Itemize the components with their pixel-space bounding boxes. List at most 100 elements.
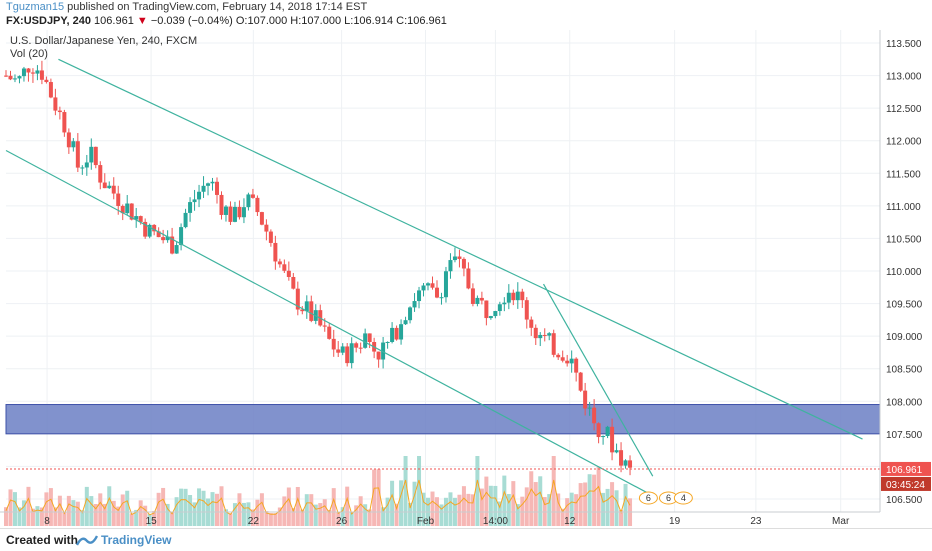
countdown-badge	[881, 476, 931, 491]
price-chart[interactable]: 113.500 113.000 112.500 112.000 111.500 111.0…	[0, 30, 932, 528]
candle-body	[138, 216, 143, 222]
x-tick-label: 19	[669, 516, 681, 527]
trendline[interactable]	[58, 58, 863, 440]
trendline[interactable]	[5, 149, 654, 497]
volume-bar	[12, 492, 17, 526]
volume-bar	[143, 505, 148, 526]
volume-bar	[587, 474, 592, 526]
candle-body	[412, 301, 417, 308]
candle-body	[452, 256, 457, 261]
candle-body	[197, 191, 202, 200]
volume-bar	[372, 469, 377, 526]
candle-body	[116, 193, 121, 206]
volume-bar	[376, 469, 381, 526]
candle-body	[179, 227, 184, 246]
candle-body	[223, 206, 228, 215]
event-marker-icon[interactable]	[673, 491, 693, 505]
candle-body	[62, 112, 67, 133]
candle-body	[291, 276, 296, 289]
candle-body	[569, 358, 574, 364]
volume-bar	[286, 487, 291, 526]
volume-bar	[551, 456, 556, 526]
volume-bar	[228, 513, 233, 526]
volume-bar	[515, 504, 520, 526]
candle-body	[345, 346, 350, 364]
candle-body	[421, 285, 426, 291]
candle-body	[102, 182, 107, 189]
volume-bar	[596, 466, 601, 526]
candle-body	[587, 407, 592, 409]
trendline[interactable]	[542, 283, 654, 477]
candle-body	[300, 309, 305, 312]
volume-bar	[89, 496, 94, 526]
volume-bar	[179, 488, 184, 526]
volume-bar	[538, 476, 543, 526]
volume-bar	[80, 510, 85, 526]
volume-bar	[57, 495, 62, 526]
candle-body	[264, 224, 269, 232]
candle-body	[542, 334, 547, 336]
candle-body	[479, 297, 484, 301]
candle-body	[551, 333, 556, 355]
volume-bar	[547, 494, 552, 526]
candle-body	[4, 75, 8, 77]
close-value: 106.961	[407, 15, 447, 27]
candle-body	[48, 82, 53, 98]
candle-body	[417, 290, 422, 302]
candle-body	[219, 194, 224, 215]
event-marker-icon[interactable]	[638, 491, 658, 505]
candle-body	[376, 351, 381, 360]
candle-body	[75, 141, 80, 168]
volume-bar	[430, 491, 435, 526]
volume-bar	[66, 495, 71, 526]
volume-bar	[601, 492, 606, 526]
volume-bar	[232, 503, 237, 526]
volume-bar	[408, 502, 413, 526]
y-tick-label: 107.500	[886, 430, 923, 441]
y-tick-label: 111.500	[886, 169, 921, 180]
volume-bar	[349, 512, 354, 526]
volume-bar	[403, 456, 408, 526]
candle-body	[237, 206, 242, 218]
candle-body	[111, 185, 116, 194]
volume-bar	[497, 501, 502, 526]
y-tick-label: 110.000	[886, 267, 922, 278]
last-price-label: 106.961	[886, 465, 923, 476]
candle-body	[259, 212, 264, 225]
candle-body	[390, 327, 395, 342]
y-tick-label: 109.000	[886, 332, 923, 343]
volume-bar	[255, 499, 260, 526]
candle-body	[53, 97, 58, 111]
volume-bar	[533, 482, 538, 526]
candle-body	[565, 360, 570, 364]
volume-bar	[529, 471, 534, 526]
tradingview-brand[interactable]: TradingView	[101, 533, 172, 547]
volume-bar	[264, 511, 269, 526]
candle-body	[35, 70, 40, 74]
high-label: H:	[290, 15, 302, 27]
candle-body	[30, 72, 35, 74]
candle-body	[210, 181, 215, 184]
author-link[interactable]: Tguzman15	[6, 1, 65, 13]
y-tick-label: 111.000	[886, 202, 921, 213]
candle-body	[583, 390, 588, 409]
volume-bar	[331, 488, 336, 526]
volume-bar	[300, 509, 305, 526]
y-tick-label: 108.000	[886, 397, 923, 408]
volume-bar	[138, 500, 143, 526]
candle-body	[547, 333, 552, 336]
volume-bar	[439, 504, 444, 526]
last-price: 106.961	[94, 15, 134, 27]
tradingview-logo-icon	[76, 535, 98, 546]
volume-bar	[560, 508, 565, 526]
y-tick-label: 108.500	[886, 365, 923, 376]
volume-bar	[475, 456, 480, 526]
candle-body	[273, 242, 278, 262]
candle-body	[556, 354, 561, 358]
y-axis-background	[880, 30, 932, 528]
volume-bar	[93, 503, 98, 526]
volume-bar	[412, 481, 417, 526]
volume-bar	[354, 505, 359, 526]
volume-bar	[98, 493, 103, 526]
